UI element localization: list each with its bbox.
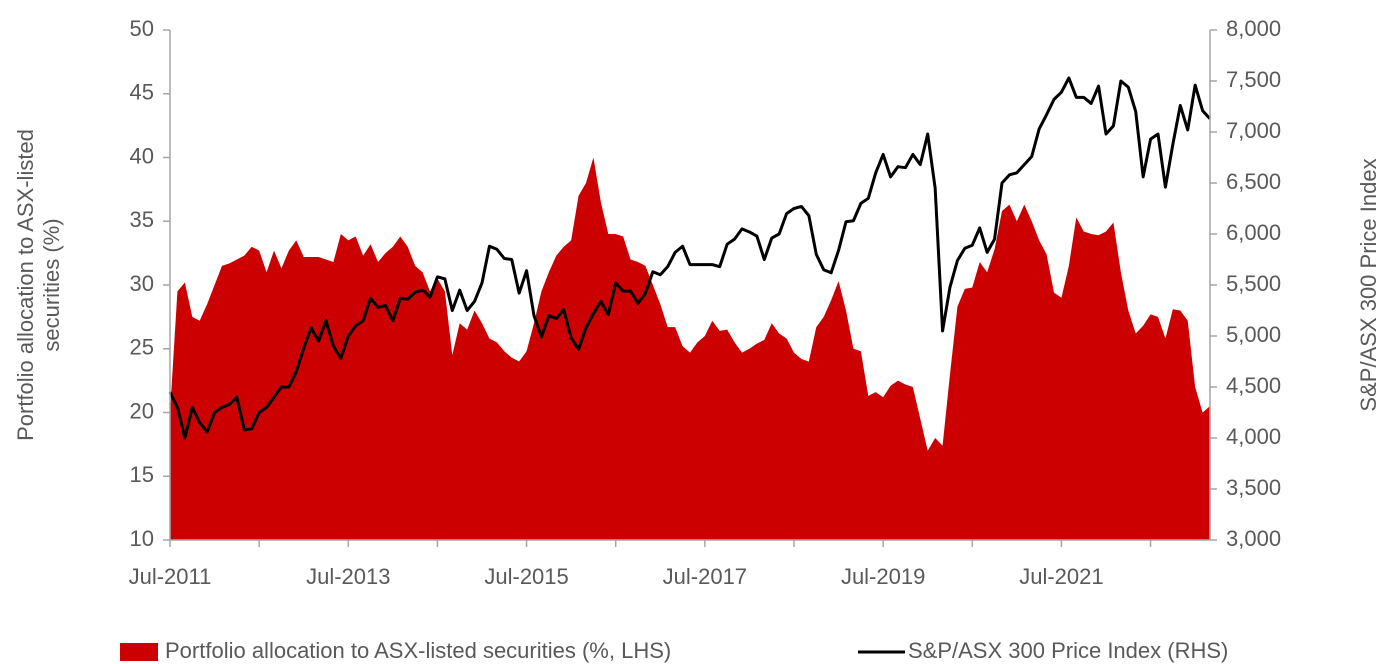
y-tick-label: 10 [130,526,154,551]
y2-tick-label: 8,000 [1226,16,1281,41]
x-tick-label: Jul-2013 [306,564,390,589]
y2-tick-label: 3,000 [1226,526,1281,551]
y2-tick-label: 4,000 [1226,424,1281,449]
y-tick-label: 15 [130,462,154,487]
y-tick-label: 40 [130,143,154,168]
x-tick-label: Jul-2017 [663,564,747,589]
y-axis-title-line: securities (%) [39,218,64,351]
y-tick-label: 45 [130,80,154,105]
y2-axis-title: S&P/ASX 300 Price Index [1356,158,1381,411]
y2-tick-label: 6,500 [1226,169,1281,194]
y2-tick-label: 7,500 [1226,67,1281,92]
line [168,76,1212,440]
y2-tick-label: 4,500 [1226,373,1281,398]
x-tick-label: Jul-2015 [484,564,568,589]
y-tick-label: 50 [130,16,154,41]
y-axis-title: Portfolio allocation to ASX-listedsecuri… [13,129,64,441]
y2-tick-label: 5,500 [1226,271,1281,296]
legend-swatch [120,643,158,661]
y-tick-label: 30 [130,271,154,296]
x-tick-label: Jul-2021 [1019,564,1103,589]
y2-tick-label: 6,000 [1226,220,1281,245]
y-axis-title-line: Portfolio allocation to ASX-listed [13,129,38,441]
y2-tick-label: 7,000 [1226,118,1281,143]
x-tick-label: Jul-2019 [841,564,925,589]
legend-label: S&P/ASX 300 Price Index (RHS) [908,638,1228,663]
area [170,157,1210,540]
x-tick-label: Jul-2011 [129,564,212,589]
y-tick-label: 25 [130,335,154,360]
legend-label: Portfolio allocation to ASX-listed secur… [165,638,671,663]
y-tick-label: 20 [130,398,154,423]
y2-tick-label: 3,500 [1226,475,1281,500]
y2-tick-label: 5,000 [1226,322,1281,347]
y-tick-label: 35 [130,207,154,232]
